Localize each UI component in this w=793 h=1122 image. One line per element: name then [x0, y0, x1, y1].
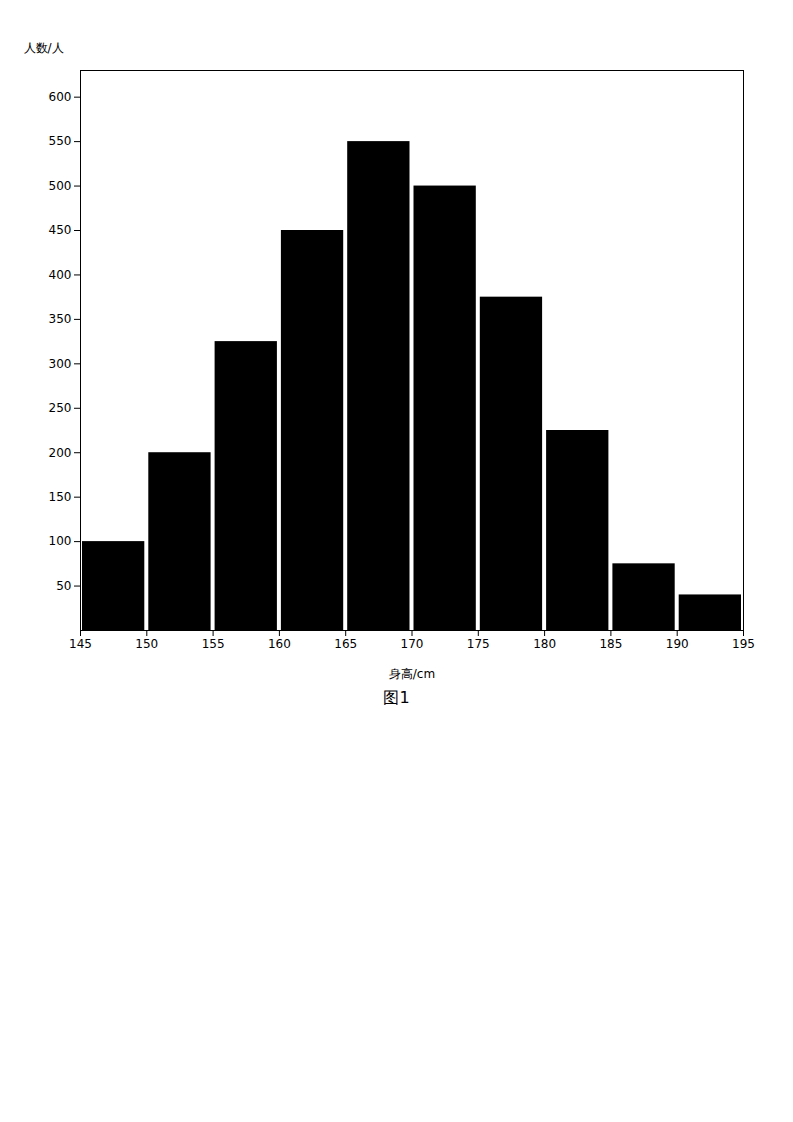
- svg-text:600: 600: [49, 90, 72, 104]
- svg-text:150: 150: [49, 490, 72, 504]
- svg-text:175: 175: [467, 637, 490, 651]
- svg-text:人数/人: 人数/人: [24, 41, 64, 55]
- svg-text:200: 200: [49, 446, 72, 460]
- svg-text:155: 155: [202, 637, 225, 651]
- svg-text:250: 250: [49, 401, 72, 415]
- svg-text:170: 170: [401, 637, 424, 651]
- svg-text:500: 500: [49, 179, 72, 193]
- svg-text:450: 450: [49, 223, 72, 237]
- svg-text:185: 185: [599, 637, 622, 651]
- svg-text:160: 160: [268, 637, 291, 651]
- svg-text:180: 180: [533, 637, 556, 651]
- svg-text:50: 50: [56, 579, 71, 593]
- svg-text:400: 400: [49, 268, 72, 282]
- html-text:图1: 图1: [383, 688, 410, 707]
- svg-text:身高/cm: 身高/cm: [389, 667, 435, 681]
- svg-text:350: 350: [49, 312, 72, 326]
- svg-text:100: 100: [49, 534, 72, 548]
- svg-text:195: 195: [732, 637, 755, 651]
- svg-text:145: 145: [69, 637, 92, 651]
- svg-text:165: 165: [334, 637, 357, 651]
- svg-text:550: 550: [49, 134, 72, 148]
- svg-text:190: 190: [666, 637, 689, 651]
- svg-text:150: 150: [135, 637, 158, 651]
- svg-text:300: 300: [49, 357, 72, 371]
